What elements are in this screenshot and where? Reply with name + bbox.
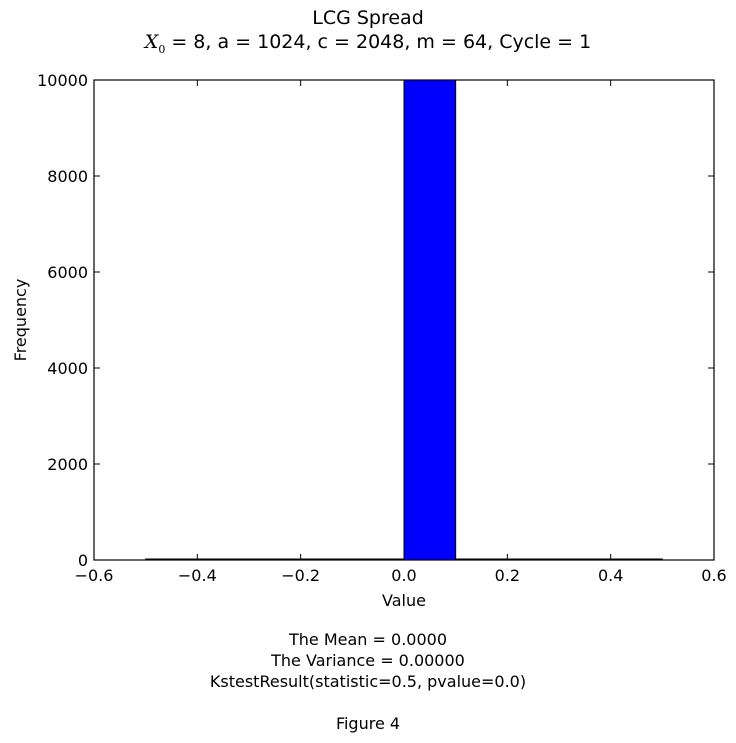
subtitle-symbol: X0 <box>144 31 166 56</box>
y-tick-label: 0 <box>78 551 88 570</box>
y-tick-label: 8000 <box>47 167 88 186</box>
y-tick-label: 2000 <box>47 455 88 474</box>
variance-text: The Variance = 0.00000 <box>271 651 465 670</box>
x-tick-label: 0.0 <box>391 566 416 585</box>
subtitle-params: = 8, a = 1024, c = 2048, m = 64, Cycle =… <box>165 31 592 53</box>
x-axis-label: Value <box>382 591 426 610</box>
chart-subtitle: X0 = 8, a = 1024, c = 2048, m = 64, Cycl… <box>0 31 736 56</box>
y-tick-label: 6000 <box>47 263 88 282</box>
stats-caption: The Mean = 0.0000 The Variance = 0.00000… <box>0 629 736 692</box>
x-tick-label: −0.2 <box>281 566 320 585</box>
ticks-group: −0.6 −0.4 −0.2 0.0 0.2 0.4 0.6 0 2000 4000 6000 800… <box>37 71 727 585</box>
chart-title: LCG Spread <box>312 7 424 29</box>
y-axis-label: Frequency <box>11 279 30 362</box>
bars-group <box>145 79 663 561</box>
x-tick-label: 0.4 <box>598 566 623 585</box>
y-tick-label: 4000 <box>47 359 88 378</box>
x-tick-label: −0.6 <box>75 566 114 585</box>
x-tick-label: −0.4 <box>178 566 217 585</box>
y-tick-label: 10000 <box>37 71 88 90</box>
x-tick-label: 0.6 <box>701 566 726 585</box>
histogram-bar <box>403 79 457 561</box>
figure-label: Figure 4 <box>335 714 401 733</box>
kstest-text: KstestResult(statistic=0.5, pvalue=0.0) <box>209 672 527 691</box>
mean-text: The Mean = 0.0000 <box>289 630 447 649</box>
x-tick-label: 0.2 <box>495 566 520 585</box>
